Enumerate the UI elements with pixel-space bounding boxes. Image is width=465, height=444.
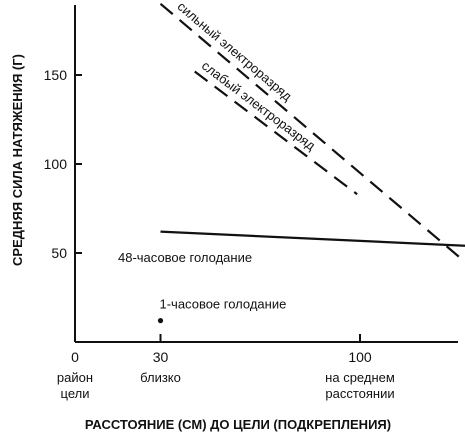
series-line-0 [159, 2, 465, 264]
series-line-2 [160, 230, 465, 247]
x-tick-label-0: 0 [71, 349, 79, 365]
series-group [157, 2, 465, 324]
x-category-label-0-0: район [57, 370, 93, 385]
series-line-1 [194, 70, 358, 196]
x-tick-label-30: 30 [153, 349, 169, 365]
series-label-3: 1-часовое голодание [160, 297, 287, 312]
series-label-2: 48-часовое голодание [118, 250, 252, 265]
x-category-label-2-1: расстоянии [325, 386, 394, 401]
y-tick-label-150: 150 [44, 67, 68, 83]
x-axis-title: РАССТОЯНИЕ (СМ) ДО ЦЕЛИ (ПОДКРЕПЛЕНИЯ) [85, 417, 391, 432]
series-point-3 [157, 318, 164, 324]
x-category-label-1-0: близко [140, 370, 181, 385]
y-axis-title: СРЕДНЯЯ СИЛА НАТЯЖЕНИЯ (Г) [10, 54, 25, 266]
x-category-label-0-1: цели [61, 386, 90, 401]
y-tick-label-50: 50 [51, 245, 67, 261]
axes: 50100150030100170200районцелиблизкона ср… [10, 5, 458, 432]
x-category-label-2-0: на среднем [325, 370, 395, 385]
x-tick-label-100: 100 [348, 349, 372, 365]
y-tick-label-100: 100 [44, 156, 68, 172]
